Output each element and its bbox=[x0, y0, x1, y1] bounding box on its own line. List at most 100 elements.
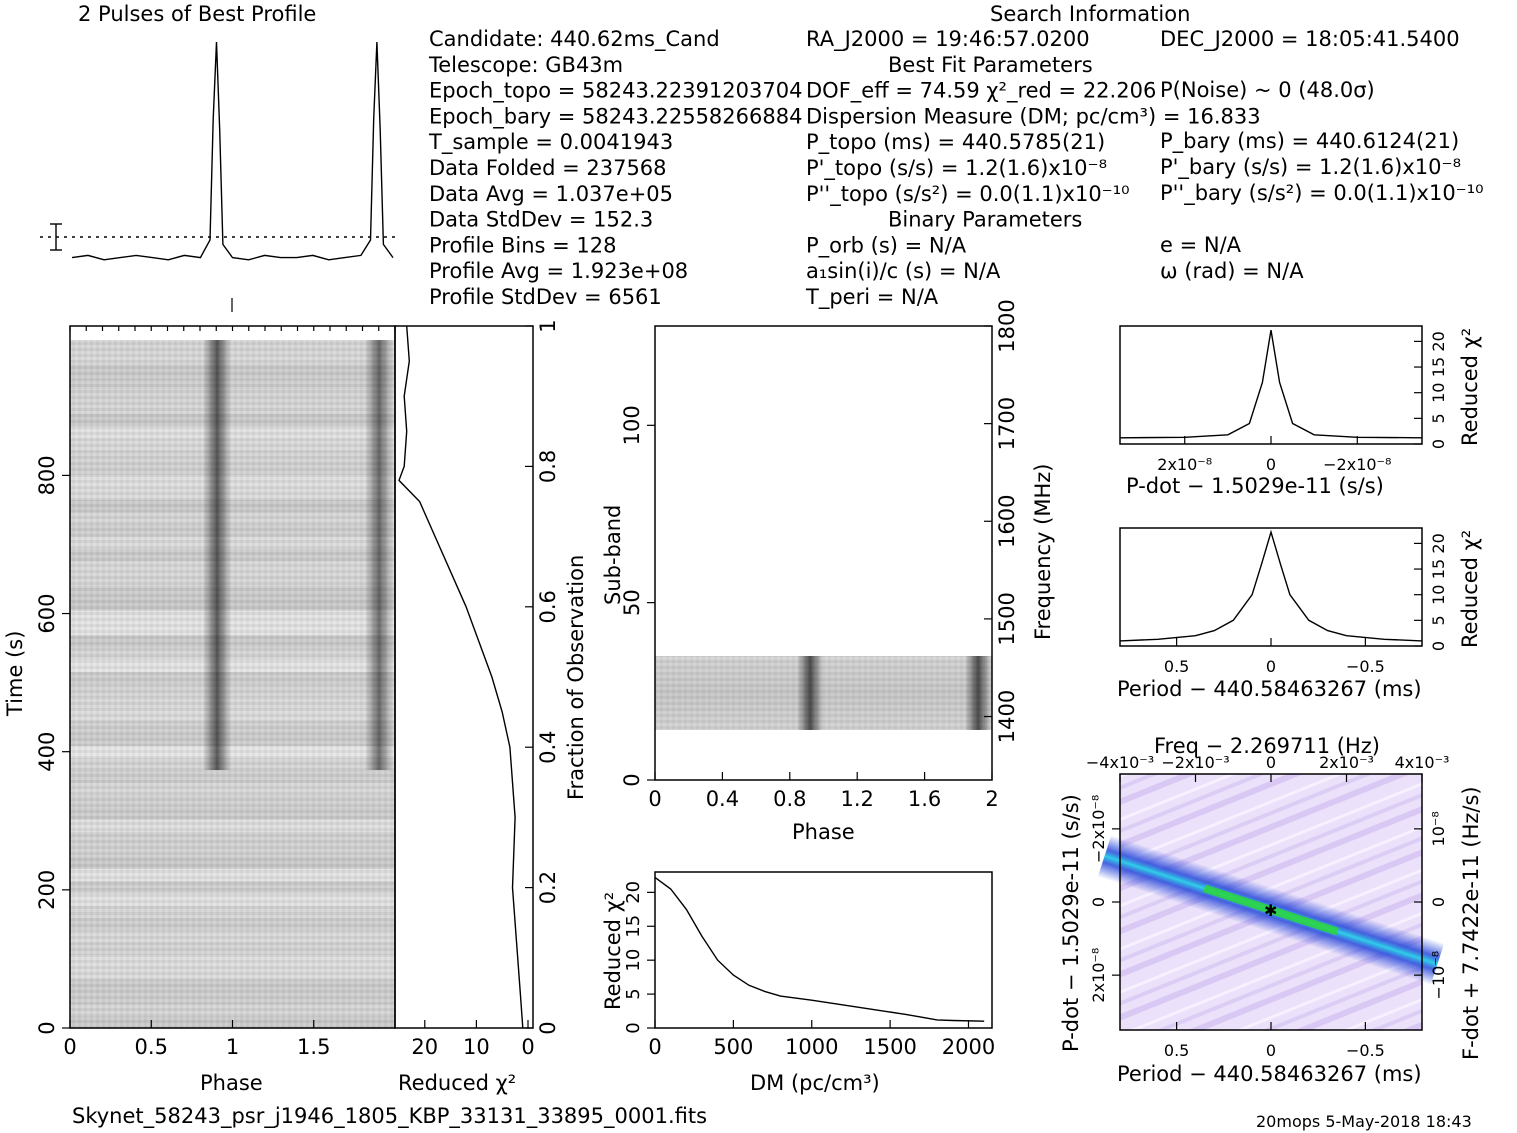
info-col2-line: a₁sin(i)/c (s) = N/A bbox=[806, 259, 1001, 283]
time-row bbox=[70, 364, 395, 377]
time-row bbox=[70, 807, 395, 820]
time-row bbox=[70, 979, 395, 992]
time-row bbox=[70, 844, 395, 857]
dm-panel: 0 500 1000 1500 2000 0 5 10 15 20 DM (pc/cm³) Red… bbox=[601, 871, 995, 1095]
tick-label: −10⁻⁸ bbox=[1429, 951, 1448, 1000]
tick-label: 500 bbox=[713, 1035, 753, 1059]
tick-label: 0.4 bbox=[536, 730, 560, 763]
chi-time-panel: 20 10 00 0.2 0.4 0.6 0.8 1 Reduced χ² Fraction … bbox=[394, 319, 588, 1095]
tick-label: 20 bbox=[411, 1035, 438, 1059]
tick-label: 2x10⁻³ bbox=[1319, 753, 1374, 772]
tick-label: 100 bbox=[620, 405, 644, 445]
time-row bbox=[70, 487, 395, 500]
time-row bbox=[70, 549, 395, 562]
pdot-ticks: 2x10⁻⁸ 0 −2x10⁻⁸ 0 5 10 15 20 bbox=[1157, 331, 1448, 474]
tick-label: 0 bbox=[1266, 753, 1276, 772]
time-row bbox=[70, 696, 395, 709]
pdot-panel: 2x10⁻⁸ 0 −2x10⁻⁸ 0 5 10 15 20 P-dot − 1.5029e-1… bbox=[1119, 325, 1482, 498]
time-row bbox=[70, 438, 395, 451]
time-row bbox=[70, 586, 395, 599]
p-pdot-panel: ✱ 0.5 0 −0.5 −4x10⁻³ −2x10⁻³ 0 2x10⁻³ 4x10⁻³ −2x… bbox=[1059, 734, 1483, 1086]
tick-label: 0.4 bbox=[706, 787, 739, 811]
dm-frame bbox=[654, 871, 993, 1029]
time-row bbox=[70, 463, 395, 476]
time-row bbox=[70, 635, 395, 648]
chi-time-frame bbox=[394, 325, 534, 1029]
tick-label: 10⁻⁸ bbox=[1429, 811, 1448, 846]
tick-label: −4x10⁻³ bbox=[1086, 753, 1154, 772]
tick-label: 1.5 bbox=[297, 1035, 330, 1059]
time-phase-ylabel: Time (s) bbox=[3, 631, 27, 717]
tick-label: 1.6 bbox=[908, 787, 941, 811]
time-row bbox=[70, 881, 395, 894]
info-col1-line: Data Avg = 1.037e+05 bbox=[429, 182, 673, 206]
tick-label: 0 bbox=[620, 773, 644, 786]
tick-label: 0 bbox=[1266, 455, 1276, 474]
tick-label: 1600 bbox=[995, 495, 1019, 548]
time-row bbox=[70, 598, 395, 611]
run-stamp: 20mops 5-May-2018 18:43 bbox=[1256, 1112, 1472, 1131]
time-row bbox=[70, 647, 395, 660]
info-col2-line: P''_topo (s/s²) = 0.0(1.1)x10⁻¹⁰ bbox=[806, 182, 1130, 207]
period-ylabel: Reduced χ² bbox=[1458, 530, 1482, 648]
tick-label: 0 bbox=[1429, 439, 1448, 449]
pdot-line bbox=[1119, 329, 1423, 439]
tick-label: 1 bbox=[536, 319, 560, 332]
time-row bbox=[70, 512, 395, 525]
time-row bbox=[70, 930, 395, 943]
tick-label: 2x10⁻⁸ bbox=[1089, 948, 1108, 1003]
time-row bbox=[70, 868, 395, 882]
tick-label: 800 bbox=[35, 455, 59, 495]
pdot-ylabel: Reduced χ² bbox=[1458, 328, 1482, 446]
info-col3-line: P(Noise) ~ 0 (48.0σ) bbox=[1160, 78, 1375, 102]
period-line bbox=[1119, 529, 1423, 642]
time-row bbox=[70, 536, 395, 550]
info-col2-line: P_orb (s) = N/A bbox=[806, 233, 967, 258]
subband-noise bbox=[655, 656, 992, 730]
info-col1-line: Data StdDev = 152.3 bbox=[429, 208, 653, 232]
time-row bbox=[70, 450, 395, 463]
tick-label: 0 bbox=[1089, 897, 1108, 907]
time-row bbox=[70, 745, 395, 759]
time-row bbox=[70, 795, 395, 808]
tick-label: 5 bbox=[623, 988, 644, 999]
time-row bbox=[70, 955, 395, 968]
time-row bbox=[70, 499, 395, 513]
subband-panel: 0 0.4 0.8 1.2 1.6 2 0 50 100 1400 1500 1600 1700 1800… bbox=[601, 299, 1055, 844]
info-col2-line: Binary Parameters bbox=[888, 208, 1082, 232]
tick-label: 0.8 bbox=[773, 787, 806, 811]
tick-label: 0 bbox=[648, 787, 661, 811]
time-row bbox=[70, 352, 395, 365]
time-row bbox=[70, 832, 395, 845]
tick-label: −0.5 bbox=[1346, 1041, 1385, 1060]
tick-label: 0.5 bbox=[1164, 1041, 1189, 1060]
tick-label: 0.5 bbox=[135, 1035, 168, 1059]
info-col3-line: P_bary (ms) = 440.6124(21) bbox=[1160, 129, 1459, 154]
tick-label: 0 bbox=[1266, 1041, 1276, 1060]
info-col1-line: Epoch_topo = 58243.22391203704 bbox=[429, 79, 802, 104]
dm-ticks: 0 500 1000 1500 2000 0 5 10 15 20 bbox=[623, 881, 995, 1059]
tick-label: 1.2 bbox=[840, 787, 873, 811]
tick-label: 0 bbox=[623, 1022, 644, 1033]
tick-label: 0.6 bbox=[536, 590, 560, 623]
tick-label: 0.8 bbox=[536, 450, 560, 483]
period-xlabel: Period − 440.58463267 (ms) bbox=[1117, 677, 1422, 701]
tick-label: 1 bbox=[226, 1035, 239, 1059]
profile-panel bbox=[40, 41, 395, 261]
tick-label: 2000 bbox=[942, 1035, 995, 1059]
period-ticks: 0.5 0 −0.5 0 5 10 15 20 bbox=[1164, 533, 1448, 676]
tick-label: 0 bbox=[1266, 657, 1276, 676]
time-row bbox=[70, 524, 395, 537]
tick-label: 15 bbox=[1429, 559, 1448, 579]
subband-ticks: 0 0.4 0.8 1.2 1.6 2 0 50 100 1400 1500 1600 1700 1800 bbox=[620, 299, 1019, 811]
time-row bbox=[70, 672, 395, 685]
tick-label: 1000 bbox=[785, 1035, 838, 1059]
p-pdot-ticks: 0.5 0 −0.5 −4x10⁻³ −2x10⁻³ 0 2x10⁻³ 4x10⁻³ −2x10… bbox=[1086, 753, 1450, 1060]
tick-label: −2x10⁻⁸ bbox=[1323, 455, 1391, 474]
time-phase-rows bbox=[70, 340, 395, 1029]
time-phase-xlabel: Phase bbox=[200, 1071, 263, 1095]
profile-line bbox=[71, 41, 394, 261]
time-row bbox=[70, 770, 395, 783]
time-row bbox=[70, 991, 395, 1005]
